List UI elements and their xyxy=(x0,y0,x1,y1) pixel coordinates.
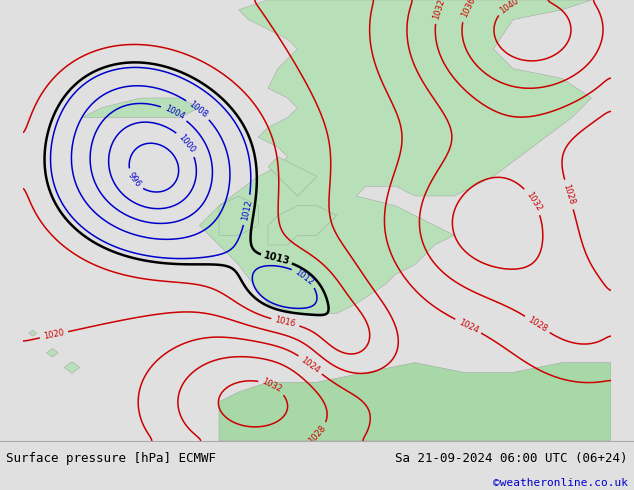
Text: ©weatheronline.co.uk: ©weatheronline.co.uk xyxy=(493,478,628,488)
Polygon shape xyxy=(200,0,592,314)
Polygon shape xyxy=(46,348,58,357)
Text: 1000: 1000 xyxy=(177,133,197,155)
Text: 1040: 1040 xyxy=(498,0,521,15)
Text: 1008: 1008 xyxy=(187,99,209,120)
Text: Surface pressure [hPa] ECMWF: Surface pressure [hPa] ECMWF xyxy=(6,452,216,465)
Text: 1013: 1013 xyxy=(262,250,291,267)
Text: 1004: 1004 xyxy=(163,104,186,122)
Polygon shape xyxy=(268,206,337,245)
Polygon shape xyxy=(268,157,317,196)
Text: 1012: 1012 xyxy=(240,199,254,221)
Text: 1028: 1028 xyxy=(562,183,576,206)
Text: 1028: 1028 xyxy=(307,423,327,445)
Text: 1024: 1024 xyxy=(456,318,479,335)
Polygon shape xyxy=(219,363,611,441)
Text: 1032: 1032 xyxy=(432,0,447,20)
Polygon shape xyxy=(29,330,37,336)
Text: 1032: 1032 xyxy=(524,190,543,213)
Polygon shape xyxy=(64,362,80,373)
Text: 1020: 1020 xyxy=(42,328,65,342)
Text: 1028: 1028 xyxy=(526,315,548,334)
Text: 1036: 1036 xyxy=(460,0,477,19)
Text: Sa 21-09-2024 06:00 UTC (06+24): Sa 21-09-2024 06:00 UTC (06+24) xyxy=(395,452,628,465)
Polygon shape xyxy=(219,196,258,235)
Text: 1016: 1016 xyxy=(274,316,297,329)
Polygon shape xyxy=(82,98,200,118)
Text: 1012: 1012 xyxy=(294,267,316,287)
Text: 996: 996 xyxy=(126,171,143,189)
Text: 1024: 1024 xyxy=(299,355,321,374)
Text: 1032: 1032 xyxy=(261,377,283,394)
